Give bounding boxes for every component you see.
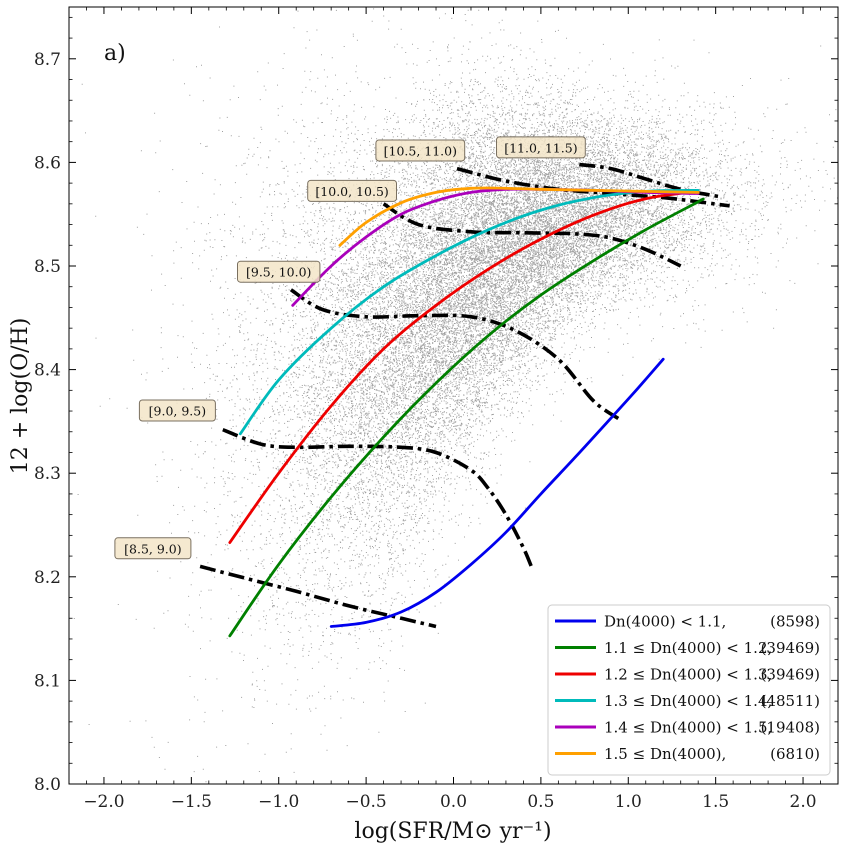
legend-count: (19408) (761, 719, 820, 737)
mass-bin-curves (199, 162, 730, 629)
mass-bin-curve-0 (199, 564, 437, 629)
mass-bin-labels: [8.5, 9.0) [9.0, 9.5) [9.5, 10.0) [10.0, 10… (114, 136, 586, 560)
legend-entry-4: 1.4 ≤ Dn(4000) < 1.5,(19408) (555, 719, 820, 737)
y-tick-label: 8.5 (34, 257, 61, 277)
legend-label: Dn(4000) < 1.1, (604, 613, 726, 631)
mass-bin-label-box (138, 399, 216, 422)
mass-bin-label-box (375, 139, 466, 162)
x-tick-label: 1.0 (615, 792, 642, 812)
legend-label: 1.4 ≤ Dn(4000) < 1.5, (604, 719, 772, 737)
mass-bin-label-box (307, 179, 398, 202)
mass-bin-curve-3 (382, 202, 682, 268)
mass-bin-label-3: [10.0, 10.5) (307, 179, 398, 202)
y-tick-label: 8.6 (34, 153, 61, 173)
mass-bin-curve-5 (579, 162, 720, 199)
y-axis-label: 12 + log(O/H) (8, 318, 33, 475)
x-tick-label: −1.0 (258, 792, 299, 812)
legend-entry-5: 1.5 ≤ Dn(4000), (6810) (555, 745, 820, 763)
mass-bin-label-text: [9.0, 9.5) (149, 404, 206, 419)
x-tick-label: 1.5 (702, 792, 729, 812)
mass-bin-curve-1 (222, 428, 534, 570)
axes-ticks: −2.0 −1.5 −1.0 −0.5 0.0 0.5 1.0 1.5 2.0 8.0 8.1 8.2… (34, 7, 838, 812)
mass-bin-label-text: [10.0, 10.5) (315, 184, 388, 199)
x-tick-label: −0.5 (345, 792, 386, 812)
y-tick-label: 8.3 (34, 464, 61, 484)
mass-bin-label-5: [11.0, 11.5) (496, 136, 586, 159)
legend-label: 1.5 ≤ Dn(4000), (604, 745, 726, 763)
legend-count: (6810) (770, 745, 820, 763)
mass-bin-label-text: [8.5, 9.0) (124, 541, 181, 556)
legend-count: (39469) (761, 639, 820, 657)
x-axis-label: log(SFR/M⊙ yr⁻¹) (354, 819, 551, 844)
dn4000-curves (228, 186, 705, 638)
legend-count: (8598) (770, 613, 820, 631)
legend-count: (39469) (761, 666, 820, 684)
x-tick-label: −2.0 (83, 792, 124, 812)
mass-bin-label-text: [9.5, 10.0) (246, 265, 311, 280)
mass-bin-curve-2 (289, 288, 621, 421)
scatter-points (73, 8, 838, 784)
legend-entry-2: 1.2 ≤ Dn(4000) < 1.3,(39469) (555, 666, 820, 684)
series-line-2 (228, 190, 700, 544)
series-line-3 (238, 189, 700, 436)
y-tick-label: 8.4 (34, 361, 61, 381)
legend-entry-1: 1.1 ≤ Dn(4000) < 1.2,(39469) (555, 639, 820, 657)
mass-bin-label-text: [11.0, 11.5) (504, 140, 577, 155)
mass-bin-label-2: [9.5, 10.0) (237, 260, 321, 283)
panel-label: a) (104, 41, 126, 66)
mass-bin-label-text: [10.5, 11.0) (384, 144, 457, 159)
legend: Dn(4000) < 1.1, (8598) 1.1 ≤ Dn(4000) < 1.… (547, 604, 831, 776)
mass-bin-label-1: [9.0, 9.5) (138, 399, 216, 422)
mass-bin-label-box (237, 260, 321, 283)
x-tick-label: 0.0 (440, 792, 467, 812)
series-line-1 (228, 197, 705, 638)
y-tick-label: 8.2 (34, 568, 61, 588)
series-line-0 (329, 357, 665, 628)
x-tick-label: 2.0 (790, 792, 817, 812)
series-line-5 (338, 186, 700, 247)
mass-bin-label-box (114, 537, 192, 560)
scatter-cloud (73, 8, 838, 784)
x-tick-label: −1.5 (171, 792, 212, 812)
mass-bin-label-box (496, 136, 586, 159)
y-tick-label: 8.0 (34, 775, 61, 795)
mass-bin-label-4: [10.5, 11.0) (375, 139, 466, 162)
x-tick-label: 0.5 (527, 792, 554, 812)
y-tick-label: 8.7 (34, 50, 61, 70)
legend-entry-3: 1.3 ≤ Dn(4000) < 1.4,(48511) (555, 692, 820, 710)
legend-box (547, 604, 831, 776)
legend-label: 1.1 ≤ Dn(4000) < 1.2, (604, 639, 772, 657)
legend-label: 1.3 ≤ Dn(4000) < 1.4, (604, 692, 772, 710)
legend-entry-0: Dn(4000) < 1.1, (8598) (555, 613, 820, 631)
legend-count: (48511) (761, 692, 820, 710)
mass-bin-label-0: [8.5, 9.0) (114, 537, 192, 560)
y-tick-label: 8.1 (34, 671, 61, 691)
legend-label: 1.2 ≤ Dn(4000) < 1.3, (604, 666, 772, 684)
